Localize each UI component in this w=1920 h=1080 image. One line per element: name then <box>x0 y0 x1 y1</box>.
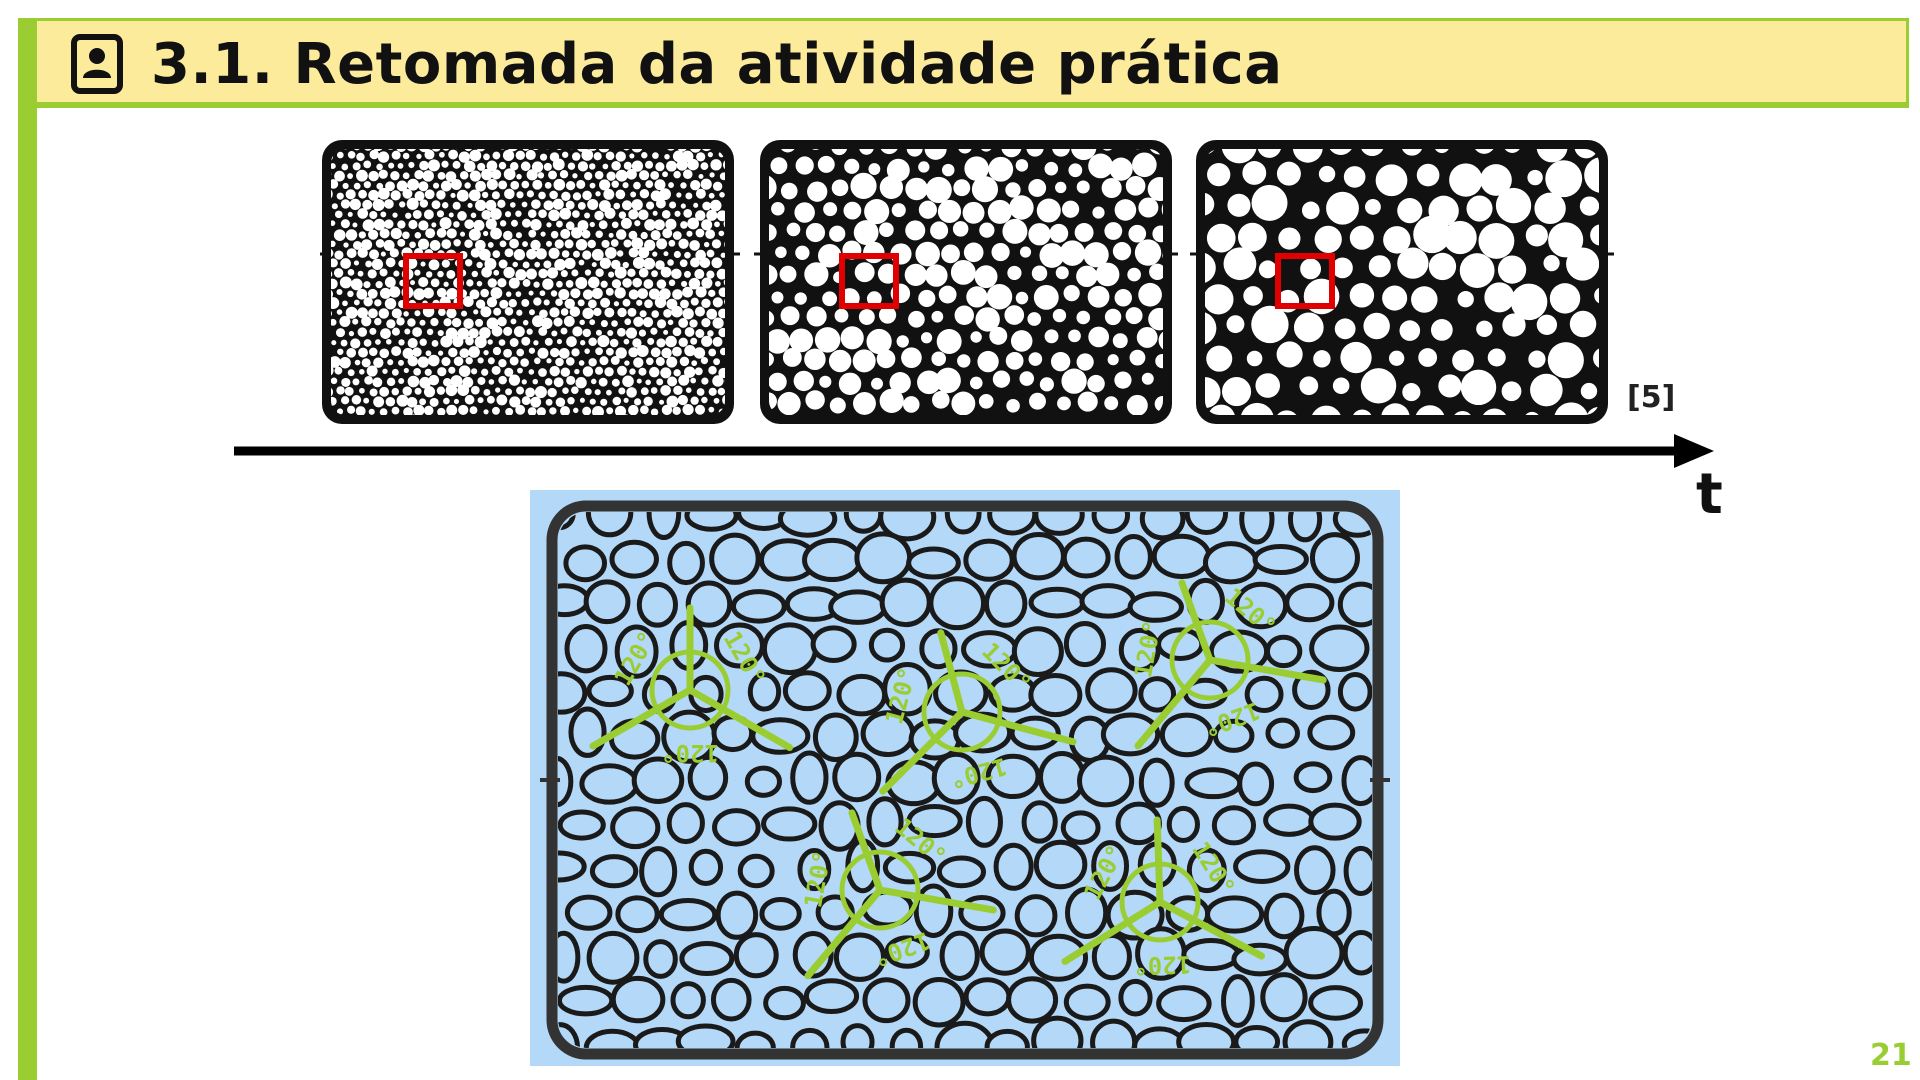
angle-label: 120° <box>1133 950 1192 980</box>
highlight-box <box>1275 253 1335 309</box>
slide-header: 3.1. Retomada da atividade prática <box>37 18 1909 108</box>
left-accent-bar <box>18 18 37 1080</box>
highlight-box <box>839 253 899 309</box>
id-badge-icon <box>71 34 123 94</box>
page-title: 3.1. Retomada da atividade prática <box>151 32 1283 97</box>
angle-label: 120° <box>661 739 719 767</box>
foam-evolution-strip <box>320 140 1614 424</box>
foam-panel-middle <box>754 140 1178 424</box>
page-number: 21 <box>1870 1038 1912 1073</box>
foam-cells <box>540 512 1390 1048</box>
foam-angle-diagram: 120°120°120° 120°120°120°120°120°120°120°… <box>530 490 1400 1066</box>
time-axis-label: t <box>1696 462 1723 527</box>
foam-panel-early <box>320 140 740 424</box>
highlight-box <box>403 253 463 309</box>
citation-label: [5] <box>1627 380 1676 415</box>
time-arrow <box>234 434 1714 468</box>
foam-frame <box>546 500 1384 1060</box>
foam-panel-late <box>1190 140 1614 424</box>
